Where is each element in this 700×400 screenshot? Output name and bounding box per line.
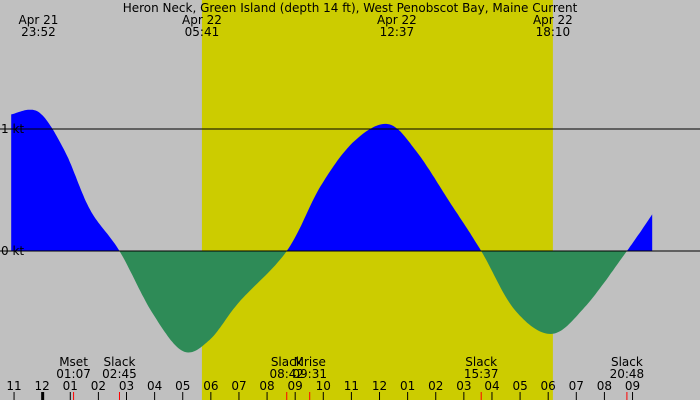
- hour-tick-label-7: 06: [203, 379, 218, 393]
- bottom-event-name-3: Mrise: [294, 355, 326, 369]
- bottom-event-time-4: 15:37: [464, 367, 499, 381]
- hour-tick-label-14: 01: [400, 379, 415, 393]
- top-event-time-1: 05:41: [185, 25, 220, 39]
- hour-tick-label-12: 11: [344, 379, 359, 393]
- hour-tick-label-1: 12: [35, 379, 50, 393]
- top-event-time-0: 23:52: [21, 25, 56, 39]
- ebb-area-1: [119, 251, 287, 353]
- top-event-date-2: Apr 22: [377, 13, 417, 27]
- bottom-event-name-1: Slack: [104, 355, 136, 369]
- bottom-event-name-4: Slack: [465, 355, 497, 369]
- hour-tick-label-17: 04: [484, 379, 499, 393]
- flood-area-0: [11, 109, 120, 251]
- hour-tick-label-21: 08: [597, 379, 612, 393]
- hour-tick-label-8: 07: [231, 379, 246, 393]
- bottom-event-time-3: 09:31: [292, 367, 327, 381]
- bottom-event-time-5: 20:48: [610, 367, 645, 381]
- hour-tick-label-20: 07: [569, 379, 584, 393]
- hour-tick-label-9: 08: [259, 379, 274, 393]
- top-event-date-3: Apr 22: [533, 13, 573, 27]
- hour-tick-label-22: 09: [625, 379, 640, 393]
- y-tick-label-0: 1 kt: [1, 122, 24, 136]
- y-tick-label-1: 0 kt: [1, 244, 24, 258]
- bottom-event-labels: Mset01:07Slack02:45Slack08:42Mrise09:31S…: [56, 355, 644, 400]
- hour-tick-label-3: 02: [91, 379, 106, 393]
- now-marker: [41, 392, 45, 400]
- bottom-event-name-2: Slack: [271, 355, 303, 369]
- hour-tick-label-6: 05: [175, 379, 190, 393]
- hour-tick-label-13: 12: [372, 379, 387, 393]
- bottom-event-name-0: Mset: [59, 355, 88, 369]
- bottom-event-name-5: Slack: [611, 355, 643, 369]
- flood-area-2: [286, 123, 482, 251]
- hour-tick-label-2: 01: [63, 379, 78, 393]
- flood-area-4: [626, 214, 653, 251]
- hour-tick-label-10: 09: [288, 379, 303, 393]
- chart-title: Heron Neck, Green Island (depth 14 ft), …: [123, 1, 578, 15]
- top-event-time-3: 18:10: [536, 25, 571, 39]
- top-event-date-0: Apr 21: [19, 13, 59, 27]
- hour-axis: 11 12 01 02 03 04 05 06 07 08 09 10 11 12 01 02 03 04 05 06…: [6, 379, 640, 400]
- hour-tick-label-19: 06: [541, 379, 556, 393]
- bottom-event-time-2: 08:42: [269, 367, 304, 381]
- bottom-event-time-1: 02:45: [102, 367, 137, 381]
- top-event-date-1: Apr 22: [182, 13, 222, 27]
- hour-tick-label-5: 04: [147, 379, 162, 393]
- top-event-time-2: 12:37: [380, 25, 415, 39]
- hour-tick-label-15: 02: [428, 379, 443, 393]
- hour-tick-label-11: 10: [316, 379, 331, 393]
- bottom-event-time-0: 01:07: [56, 367, 91, 381]
- hour-tick-label-0: 11: [6, 379, 21, 393]
- ebb-area-3: [481, 251, 627, 334]
- hour-tick-label-18: 05: [512, 379, 527, 393]
- hour-tick-label-4: 03: [119, 379, 134, 393]
- current-curve-layer: [11, 109, 653, 353]
- hour-tick-label-16: 03: [456, 379, 471, 393]
- reference-lines: 1 kt 0 kt: [0, 122, 700, 258]
